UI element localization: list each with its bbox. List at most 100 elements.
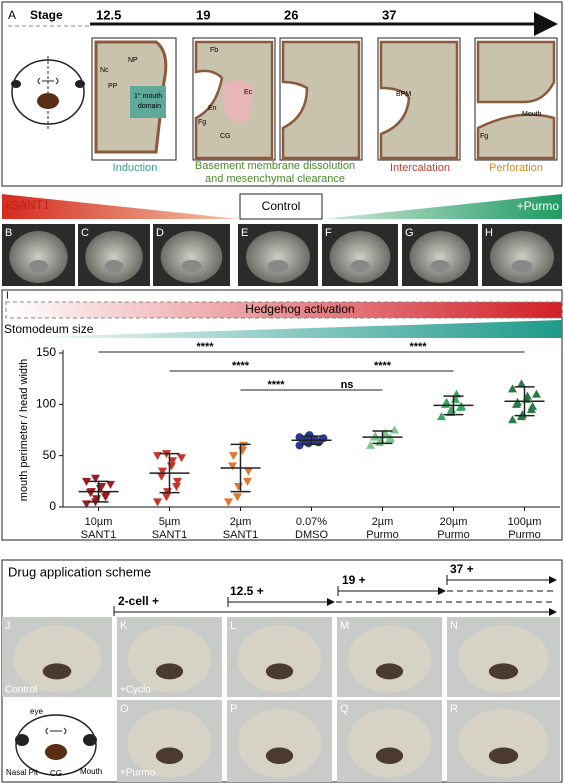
stage: 26 [284, 7, 298, 22]
data-point [244, 467, 253, 476]
photo-letter: H [485, 227, 493, 239]
stage-label: Stage [30, 8, 63, 22]
data-point [173, 477, 182, 486]
data-point [371, 431, 380, 440]
mouth [375, 663, 404, 680]
control-box [239, 193, 323, 220]
schematic-label: CG [50, 769, 62, 778]
embryo [458, 625, 549, 693]
y-tick-label: 100 [36, 397, 56, 411]
embryo [127, 625, 212, 693]
significance-label: **** [267, 379, 285, 391]
y-tick-label: 50 [43, 448, 57, 462]
data-point [233, 493, 242, 502]
embryo [347, 625, 432, 693]
embryo [246, 230, 310, 284]
stage: 37 [382, 7, 396, 22]
embryo [237, 708, 322, 778]
x-tick-label: 2µm SANT1 [222, 516, 259, 541]
treatment-bar: +SANT1 Control +Purmo [2, 193, 562, 220]
phase: Intercalation [390, 162, 450, 174]
data-point [234, 482, 243, 491]
label: Fg [198, 119, 206, 126]
data-point [390, 425, 399, 434]
scheme-title: Drug application scheme [8, 564, 151, 579]
condition: Control [5, 685, 37, 696]
mouth [155, 747, 184, 764]
mouth [181, 259, 202, 273]
photo-letter: F [325, 227, 332, 239]
data-point [508, 384, 517, 393]
schematic-labels: NP Nc PP 1° mouth domain Fb Ec En Fg CG … [100, 47, 542, 140]
treatment: +Purmo [517, 199, 560, 213]
x-tick-label: 100µm Purmo [507, 516, 542, 541]
label: 1° mouth [134, 92, 162, 100]
panel-i: I Hedgehog activation Stomodeum size [1, 289, 563, 541]
embryo [160, 230, 223, 284]
data-point [106, 480, 115, 489]
embryo [458, 708, 549, 778]
data-point [167, 462, 176, 471]
embryo [127, 708, 212, 778]
label: Fb [210, 47, 218, 54]
phase: and mesenchymal clearance [205, 173, 345, 185]
data-point [532, 389, 541, 398]
label: domain [138, 103, 161, 110]
data-point [437, 412, 446, 421]
y-tick-label: 0 [49, 499, 56, 513]
bar-label: Stomodeum size [4, 322, 94, 336]
label: Nc [100, 67, 109, 74]
phase: Basement membrane dissolution [195, 160, 355, 172]
data-point [228, 462, 237, 471]
data-point [177, 454, 186, 463]
data-point [518, 410, 527, 419]
mouth [265, 663, 294, 680]
panel-border [1, 1, 563, 187]
embryo [347, 708, 432, 778]
data-point [295, 433, 304, 442]
mouth [488, 747, 519, 764]
photo-letter: C [81, 227, 89, 239]
label: BPM [396, 91, 411, 98]
data-point [508, 415, 517, 424]
mouth [511, 259, 533, 273]
embryo [237, 625, 322, 693]
significance-label: **** [196, 341, 214, 353]
label: Mouth [522, 111, 542, 118]
data-point [162, 493, 171, 502]
scheme-arrows [113, 575, 557, 616]
panel-label: A [8, 8, 16, 22]
data-point [243, 477, 252, 486]
label: PP [108, 83, 118, 90]
significance-label: **** [409, 341, 427, 353]
data-point [102, 491, 111, 500]
mouth [265, 747, 294, 764]
data-point [517, 379, 526, 388]
scheme-step: 37 + [450, 562, 474, 576]
significance-label: **** [374, 360, 392, 372]
embryo [85, 230, 143, 284]
stage: 12.5 [96, 7, 121, 22]
chart: mouth perimeter / head width 0 50 100 150 ***… [18, 341, 560, 513]
schematics [91, 37, 558, 161]
hedgehog-bar [5, 301, 563, 319]
data-point [305, 431, 314, 440]
data-point [172, 482, 181, 491]
data-point [442, 397, 451, 406]
x-tick-label: 2µm Purmo [366, 516, 399, 541]
j-prime-schematic: eye Nasal Pit CG Mouth [3, 700, 111, 780]
significance-label: **** [232, 360, 250, 372]
scheme-step: 2-cell + [118, 594, 159, 608]
photo-letter: R [450, 703, 458, 715]
stomodeum-bar [2, 320, 562, 338]
schematic-label: eye [30, 707, 43, 716]
x-tick-label: 0.07% DMSO [295, 516, 328, 541]
phase: Perforation [489, 162, 543, 174]
label: NP [128, 57, 138, 64]
x-tick-label: 20µm Purmo [437, 516, 470, 541]
data-point [224, 498, 233, 507]
condition: +Cyclo [120, 685, 151, 696]
phase: Induction [113, 162, 158, 174]
embryo [409, 230, 471, 284]
